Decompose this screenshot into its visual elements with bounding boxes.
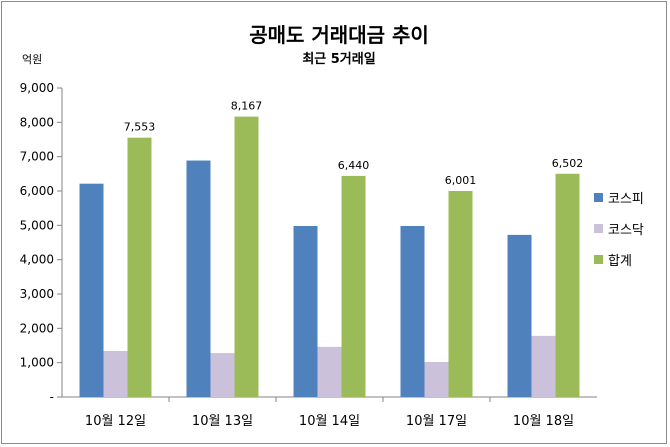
bar-합계 [555, 173, 580, 397]
legend-swatch [594, 224, 603, 233]
y-tick-label: 7,000 [20, 150, 54, 164]
x-tick-label: 10월 17일 [406, 414, 467, 429]
data-label: 6,440 [338, 159, 370, 172]
bar-코스피 [79, 183, 104, 397]
bar-합계 [341, 175, 366, 397]
legend-swatch [594, 193, 603, 202]
data-label: 6,502 [552, 157, 584, 170]
x-tick-label: 10월 18일 [513, 414, 574, 429]
bar-코스피 [400, 225, 425, 397]
x-tick-label: 10월 12일 [85, 414, 146, 429]
legend-label: 코스피 [608, 192, 644, 207]
data-label: 6,001 [445, 174, 477, 187]
legend-label: 합계 [608, 254, 632, 269]
bar-코스닥 [103, 350, 128, 397]
y-tick-label: 9,000 [20, 81, 54, 95]
y-tick-label: 2,000 [20, 321, 54, 335]
legend-swatch [594, 255, 603, 264]
y-tick-label: 1,000 [20, 356, 54, 370]
chart-title: 공매도 거래대금 추이 [249, 23, 429, 47]
data-label: 8,167 [231, 100, 263, 113]
y-tick-label: 5,000 [20, 218, 54, 232]
bar-코스피 [293, 226, 318, 397]
bar-코스닥 [317, 346, 342, 397]
bar-합계 [127, 137, 152, 397]
y-tick-label: - [50, 390, 54, 404]
bar-코스닥 [531, 335, 556, 397]
y-tick-label: 6,000 [20, 184, 54, 198]
bar-코스피 [507, 234, 532, 397]
y-tick-label: 4,000 [20, 253, 54, 267]
bar-합계 [448, 190, 473, 397]
x-tick-label: 10월 13일 [192, 414, 253, 429]
y-tick-label: 8,000 [20, 115, 54, 129]
x-tick-label: 10월 14일 [299, 414, 360, 429]
legend-label: 코스닥 [608, 223, 644, 238]
y-tick-label: 3,000 [20, 287, 54, 301]
bar-코스닥 [424, 361, 449, 397]
bar-합계 [234, 116, 259, 397]
chart-subtitle: 최근 5거래일 [302, 52, 375, 67]
data-label: 7,553 [124, 121, 156, 134]
bar-코스닥 [210, 353, 235, 397]
y-axis-unit: 억원 [22, 53, 42, 66]
bar-코스피 [186, 160, 211, 397]
